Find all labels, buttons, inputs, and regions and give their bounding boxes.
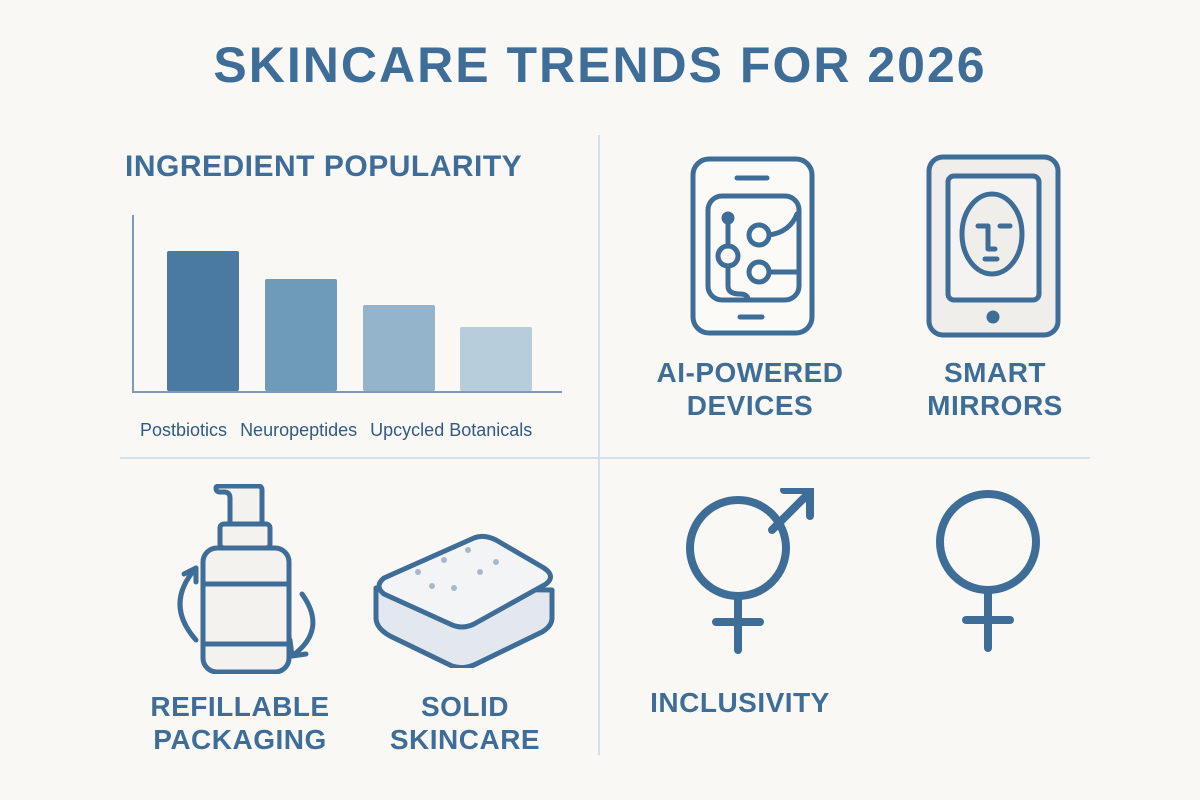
horizontal-divider (120, 457, 1090, 459)
x-axis (132, 391, 562, 393)
bar-neuropeptides (265, 279, 337, 391)
bar-upcycled-botanicals (363, 305, 435, 391)
ingredient-popularity-heading: INGREDIENT POPULARITY (125, 150, 523, 183)
y-axis (132, 215, 134, 393)
ai-powered-devices-label: AI-POWERED DEVICES (656, 357, 844, 421)
ai-phone-icon (690, 156, 815, 336)
page-title: SKINCARE TRENDS FOR 2026 (213, 37, 987, 93)
refill-bottle-icon (177, 484, 316, 674)
bar-fourth (460, 327, 532, 391)
bar-postbiotics (167, 251, 239, 391)
smart-mirrors-label: SMART MIRRORS (927, 357, 1063, 421)
refillable-packaging-label: REFILLABLE PACKAGING (150, 691, 330, 755)
vertical-divider (598, 135, 600, 755)
solid-skincare-label: SOLID SKINCARE (389, 691, 541, 755)
x-label-upcycled-botanicals: Upcycled Botanicals (370, 420, 533, 440)
smart-mirror-icon (926, 154, 1061, 338)
solid-bar-icon (373, 533, 555, 668)
gender-inclusive-icon (686, 488, 814, 654)
x-axis-labels: Postbiotics Neuropeptides Upcycled Botan… (140, 420, 590, 441)
x-label-postbiotics: Postbiotics (140, 420, 228, 440)
inclusivity-label: INCLUSIVITY (650, 687, 830, 718)
x-label-neuropeptides: Neuropeptides (240, 420, 358, 440)
ingredient-bar-chart (132, 215, 562, 393)
female-symbol-icon (936, 490, 1040, 652)
